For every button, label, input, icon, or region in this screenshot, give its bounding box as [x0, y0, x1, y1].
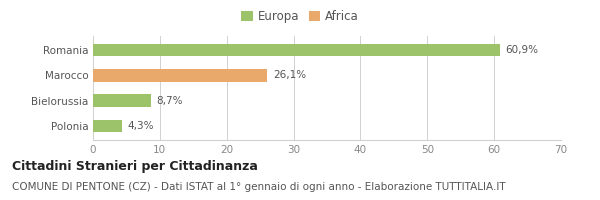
Legend: Europa, Africa: Europa, Africa [239, 8, 361, 26]
Text: COMUNE DI PENTONE (CZ) - Dati ISTAT al 1° gennaio di ogni anno - Elaborazione TU: COMUNE DI PENTONE (CZ) - Dati ISTAT al 1… [12, 182, 506, 192]
Text: 60,9%: 60,9% [506, 45, 539, 55]
Text: 26,1%: 26,1% [273, 70, 306, 80]
Bar [93, 44, 500, 56]
Bar [93, 120, 122, 132]
Bar [93, 94, 151, 107]
Text: 8,7%: 8,7% [157, 96, 183, 106]
Text: Cittadini Stranieri per Cittadinanza: Cittadini Stranieri per Cittadinanza [12, 160, 258, 173]
Text: 4,3%: 4,3% [127, 121, 154, 131]
Bar [93, 69, 268, 82]
